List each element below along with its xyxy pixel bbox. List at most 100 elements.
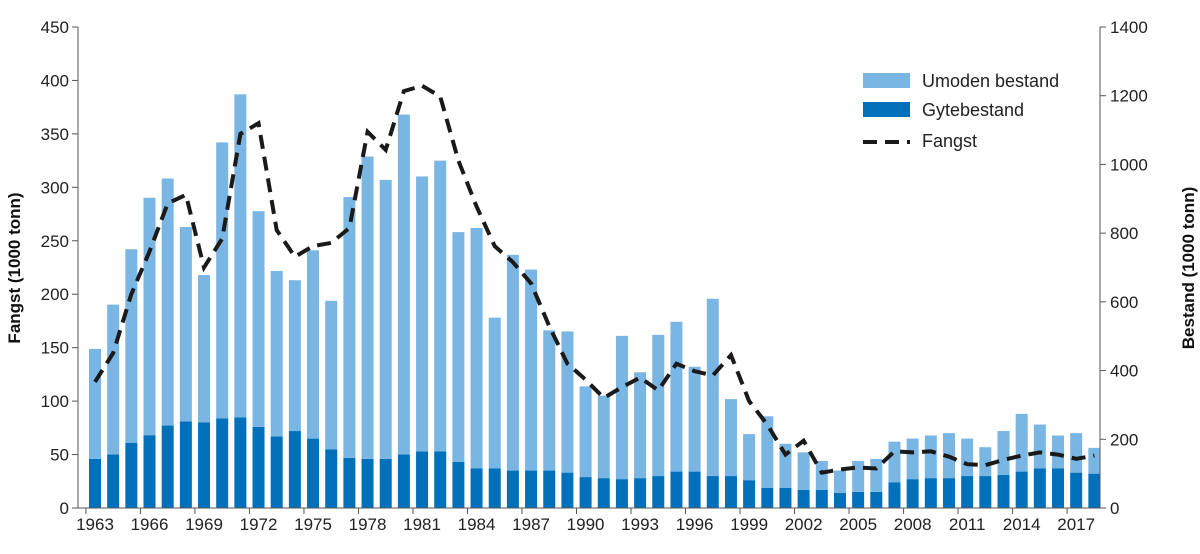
bar-gytebestand-2017 [1070, 472, 1083, 508]
bar-gytebestand-2002 [797, 489, 810, 508]
x-tick-label: 2014 [1003, 515, 1041, 534]
bar-gytebestand-1992 [615, 479, 628, 508]
bar-gytebestand-1966 [143, 435, 156, 508]
x-tick-label: 1990 [567, 515, 605, 534]
bar-gytebestand-1975 [307, 438, 320, 508]
bar-gytebestand-2005 [852, 491, 865, 508]
bar-umoden-1970 [216, 142, 229, 419]
bar-gytebestand-1987 [525, 470, 538, 508]
bar-gytebestand-1984 [470, 468, 483, 508]
bar-umoden-1986 [506, 254, 519, 471]
bar-umoden-1980 [397, 114, 410, 455]
bar-gytebestand-1989 [561, 472, 574, 508]
bar-umoden-1995 [670, 321, 683, 472]
bar-umoden-2016 [1052, 435, 1065, 469]
bar-umoden-2015 [1033, 424, 1046, 469]
bar-umoden-1973 [270, 270, 283, 437]
left-tick-label: 50 [50, 446, 69, 465]
bar-gytebestand-1979 [379, 458, 392, 508]
bar-gytebestand-2006 [870, 491, 883, 508]
bar-umoden-1972 [252, 211, 265, 427]
bar-gytebestand-1994 [652, 476, 665, 508]
left-tick-label: 0 [60, 499, 69, 518]
bar-umoden-2017 [1070, 433, 1083, 473]
x-tick-label: 1996 [676, 515, 714, 534]
bar-gytebestand-1998 [724, 476, 737, 508]
legend-label-fangst: Fangst [922, 131, 977, 151]
left-tick-label: 450 [41, 18, 69, 37]
bar-umoden-1979 [379, 179, 392, 459]
right-tick-label: 200 [1110, 430, 1138, 449]
bar-umoden-1992 [615, 335, 628, 480]
bar-gytebestand-1968 [179, 421, 192, 508]
bar-umoden-2006 [870, 458, 883, 492]
bar-umoden-1965 [125, 249, 138, 443]
bar-umoden-1988 [543, 330, 556, 471]
x-tick-label: 2011 [949, 515, 986, 534]
bar-gytebestand-1995 [670, 471, 683, 508]
bar-gytebestand-1985 [488, 468, 501, 508]
x-tick-label: 2002 [785, 515, 823, 534]
bar-gytebestand-2001 [779, 487, 792, 508]
right-tick-label: 1000 [1110, 155, 1148, 174]
x-tick-label: 1984 [458, 515, 496, 534]
bar-gytebestand-1991 [597, 478, 610, 508]
bar-umoden-1990 [579, 386, 592, 478]
bar-gytebestand-2008 [906, 479, 919, 508]
bar-umoden-1968 [179, 226, 192, 422]
right-tick-label: 800 [1110, 224, 1138, 243]
bar-gytebestand-1982 [434, 451, 447, 508]
bar-umoden-1987 [525, 269, 538, 471]
legend-label-gyte: Gytebestand [922, 100, 1024, 120]
x-tick-label: 1972 [240, 515, 278, 534]
x-tick-label: 1987 [512, 515, 550, 534]
bar-umoden-2007 [888, 441, 901, 483]
bar-umoden-1963 [89, 348, 101, 459]
bar-gytebestand-1988 [543, 470, 556, 508]
bar-gytebestand-1977 [343, 457, 356, 508]
bar-umoden-1969 [198, 275, 211, 423]
bar-gytebestand-2013 [997, 475, 1010, 508]
bar-umoden-1975 [307, 250, 320, 439]
bar-gytebestand-1976 [325, 449, 338, 508]
right-tick-label: 1400 [1110, 18, 1148, 37]
bar-umoden-1997 [706, 298, 719, 477]
bars-group [89, 94, 1101, 508]
bar-umoden-1999 [743, 434, 756, 481]
bar-gytebestand-2009 [924, 478, 937, 508]
bar-umoden-1974 [288, 280, 301, 432]
bar-umoden-2014 [1015, 413, 1028, 472]
right-tick-label: 600 [1110, 293, 1138, 312]
bar-gytebestand-1972 [252, 426, 265, 508]
bar-umoden-1983 [452, 232, 465, 462]
bar-gytebestand-2003 [815, 489, 828, 508]
bar-gytebestand-1969 [198, 422, 211, 508]
bar-umoden-1982 [434, 160, 447, 452]
left-tick-label: 150 [41, 339, 69, 358]
bar-gytebestand-1997 [706, 476, 719, 508]
right-tick-label: 1200 [1110, 87, 1148, 106]
bar-gytebestand-2014 [1015, 471, 1028, 508]
bar-gytebestand-2004 [833, 492, 846, 508]
bar-gytebestand-2000 [761, 487, 774, 508]
bar-umoden-2008 [906, 438, 919, 480]
legend-swatch-gyte [863, 102, 910, 117]
legend: Umoden bestand Gytebestand Fangst [863, 71, 1059, 151]
right-tick-label: 0 [1110, 499, 1119, 518]
bar-gytebestand-1993 [634, 478, 647, 508]
bar-umoden-1994 [652, 334, 665, 477]
left-tick-label: 250 [41, 232, 69, 251]
right-axis-title: Bestand (1000 tonn) [1179, 187, 1198, 349]
legend-swatch-umoden [863, 73, 910, 88]
bar-umoden-1964 [107, 304, 120, 455]
bar-umoden-2013 [997, 431, 1010, 476]
bar-gytebestand-2011 [961, 476, 974, 508]
bar-gytebestand-1970 [216, 418, 229, 508]
bar-umoden-1998 [724, 399, 737, 477]
x-tick-label: 1981 [403, 515, 441, 534]
bar-gytebestand-1980 [397, 454, 410, 508]
axes-group: 0 50 100 150 200 250 300 350 400 450 0 200 400 600 800… [41, 18, 1148, 534]
bar-umoden-2000 [761, 416, 774, 488]
right-tick-label: 400 [1110, 362, 1138, 381]
